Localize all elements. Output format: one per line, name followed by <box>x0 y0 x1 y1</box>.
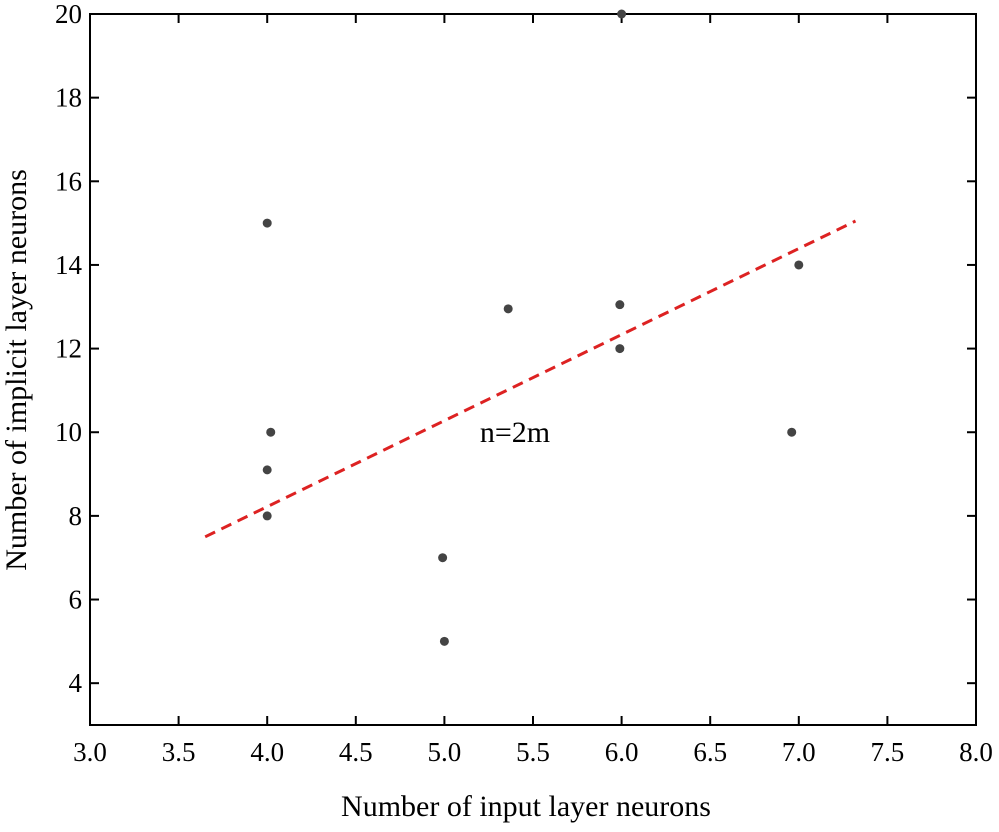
x-axis-title: Number of input layer neurons <box>341 790 711 823</box>
y-tick-label: 4 <box>69 668 83 698</box>
x-tick-label: 4.0 <box>250 737 284 767</box>
y-tick-label: 14 <box>55 250 83 280</box>
y-tick-label: 20 <box>55 0 82 29</box>
data-point <box>262 465 272 475</box>
data-point <box>438 553 448 563</box>
data-point <box>262 218 272 228</box>
plot-frame <box>89 13 977 726</box>
y-tick-label: 12 <box>55 334 82 364</box>
x-tick-label: 4.5 <box>339 737 373 767</box>
data-point <box>266 427 276 437</box>
data-point <box>615 300 625 310</box>
x-tick-label: 5.5 <box>516 737 550 767</box>
y-tick-label: 18 <box>55 83 82 113</box>
data-point <box>439 636 449 646</box>
x-axis: 3.0 3.5 4.0 4.5 5.0 5.5 6.0 6.5 7.0 7.5 8.0 <box>73 14 993 767</box>
y-tick-label: 10 <box>55 417 82 447</box>
y-axis-title: Number of implicit layer neurons <box>0 169 33 571</box>
x-tick-label: 5.0 <box>428 737 462 767</box>
y-axis: 4 6 8 10 12 14 16 18 20 <box>55 0 976 698</box>
fit-annotation: n=2m <box>480 416 550 449</box>
y-tick-label: 16 <box>55 166 82 196</box>
x-tick-label: 7.5 <box>871 737 905 767</box>
data-point <box>615 344 625 354</box>
data-point <box>794 260 804 270</box>
data-point <box>262 511 272 521</box>
x-tick-label: 3.5 <box>162 737 196 767</box>
x-tick-label: 6.0 <box>605 737 639 767</box>
data-points <box>262 9 804 646</box>
x-tick-label: 3.0 <box>73 737 107 767</box>
x-tick-label: 8.0 <box>959 737 993 767</box>
x-tick-label: 6.5 <box>693 737 727 767</box>
data-point <box>503 304 513 314</box>
y-tick-label: 6 <box>69 585 83 615</box>
y-tick-label: 8 <box>69 501 83 531</box>
x-tick-label: 7.0 <box>782 737 816 767</box>
data-point <box>787 427 797 437</box>
data-point <box>617 9 627 19</box>
fit-line <box>204 219 857 539</box>
